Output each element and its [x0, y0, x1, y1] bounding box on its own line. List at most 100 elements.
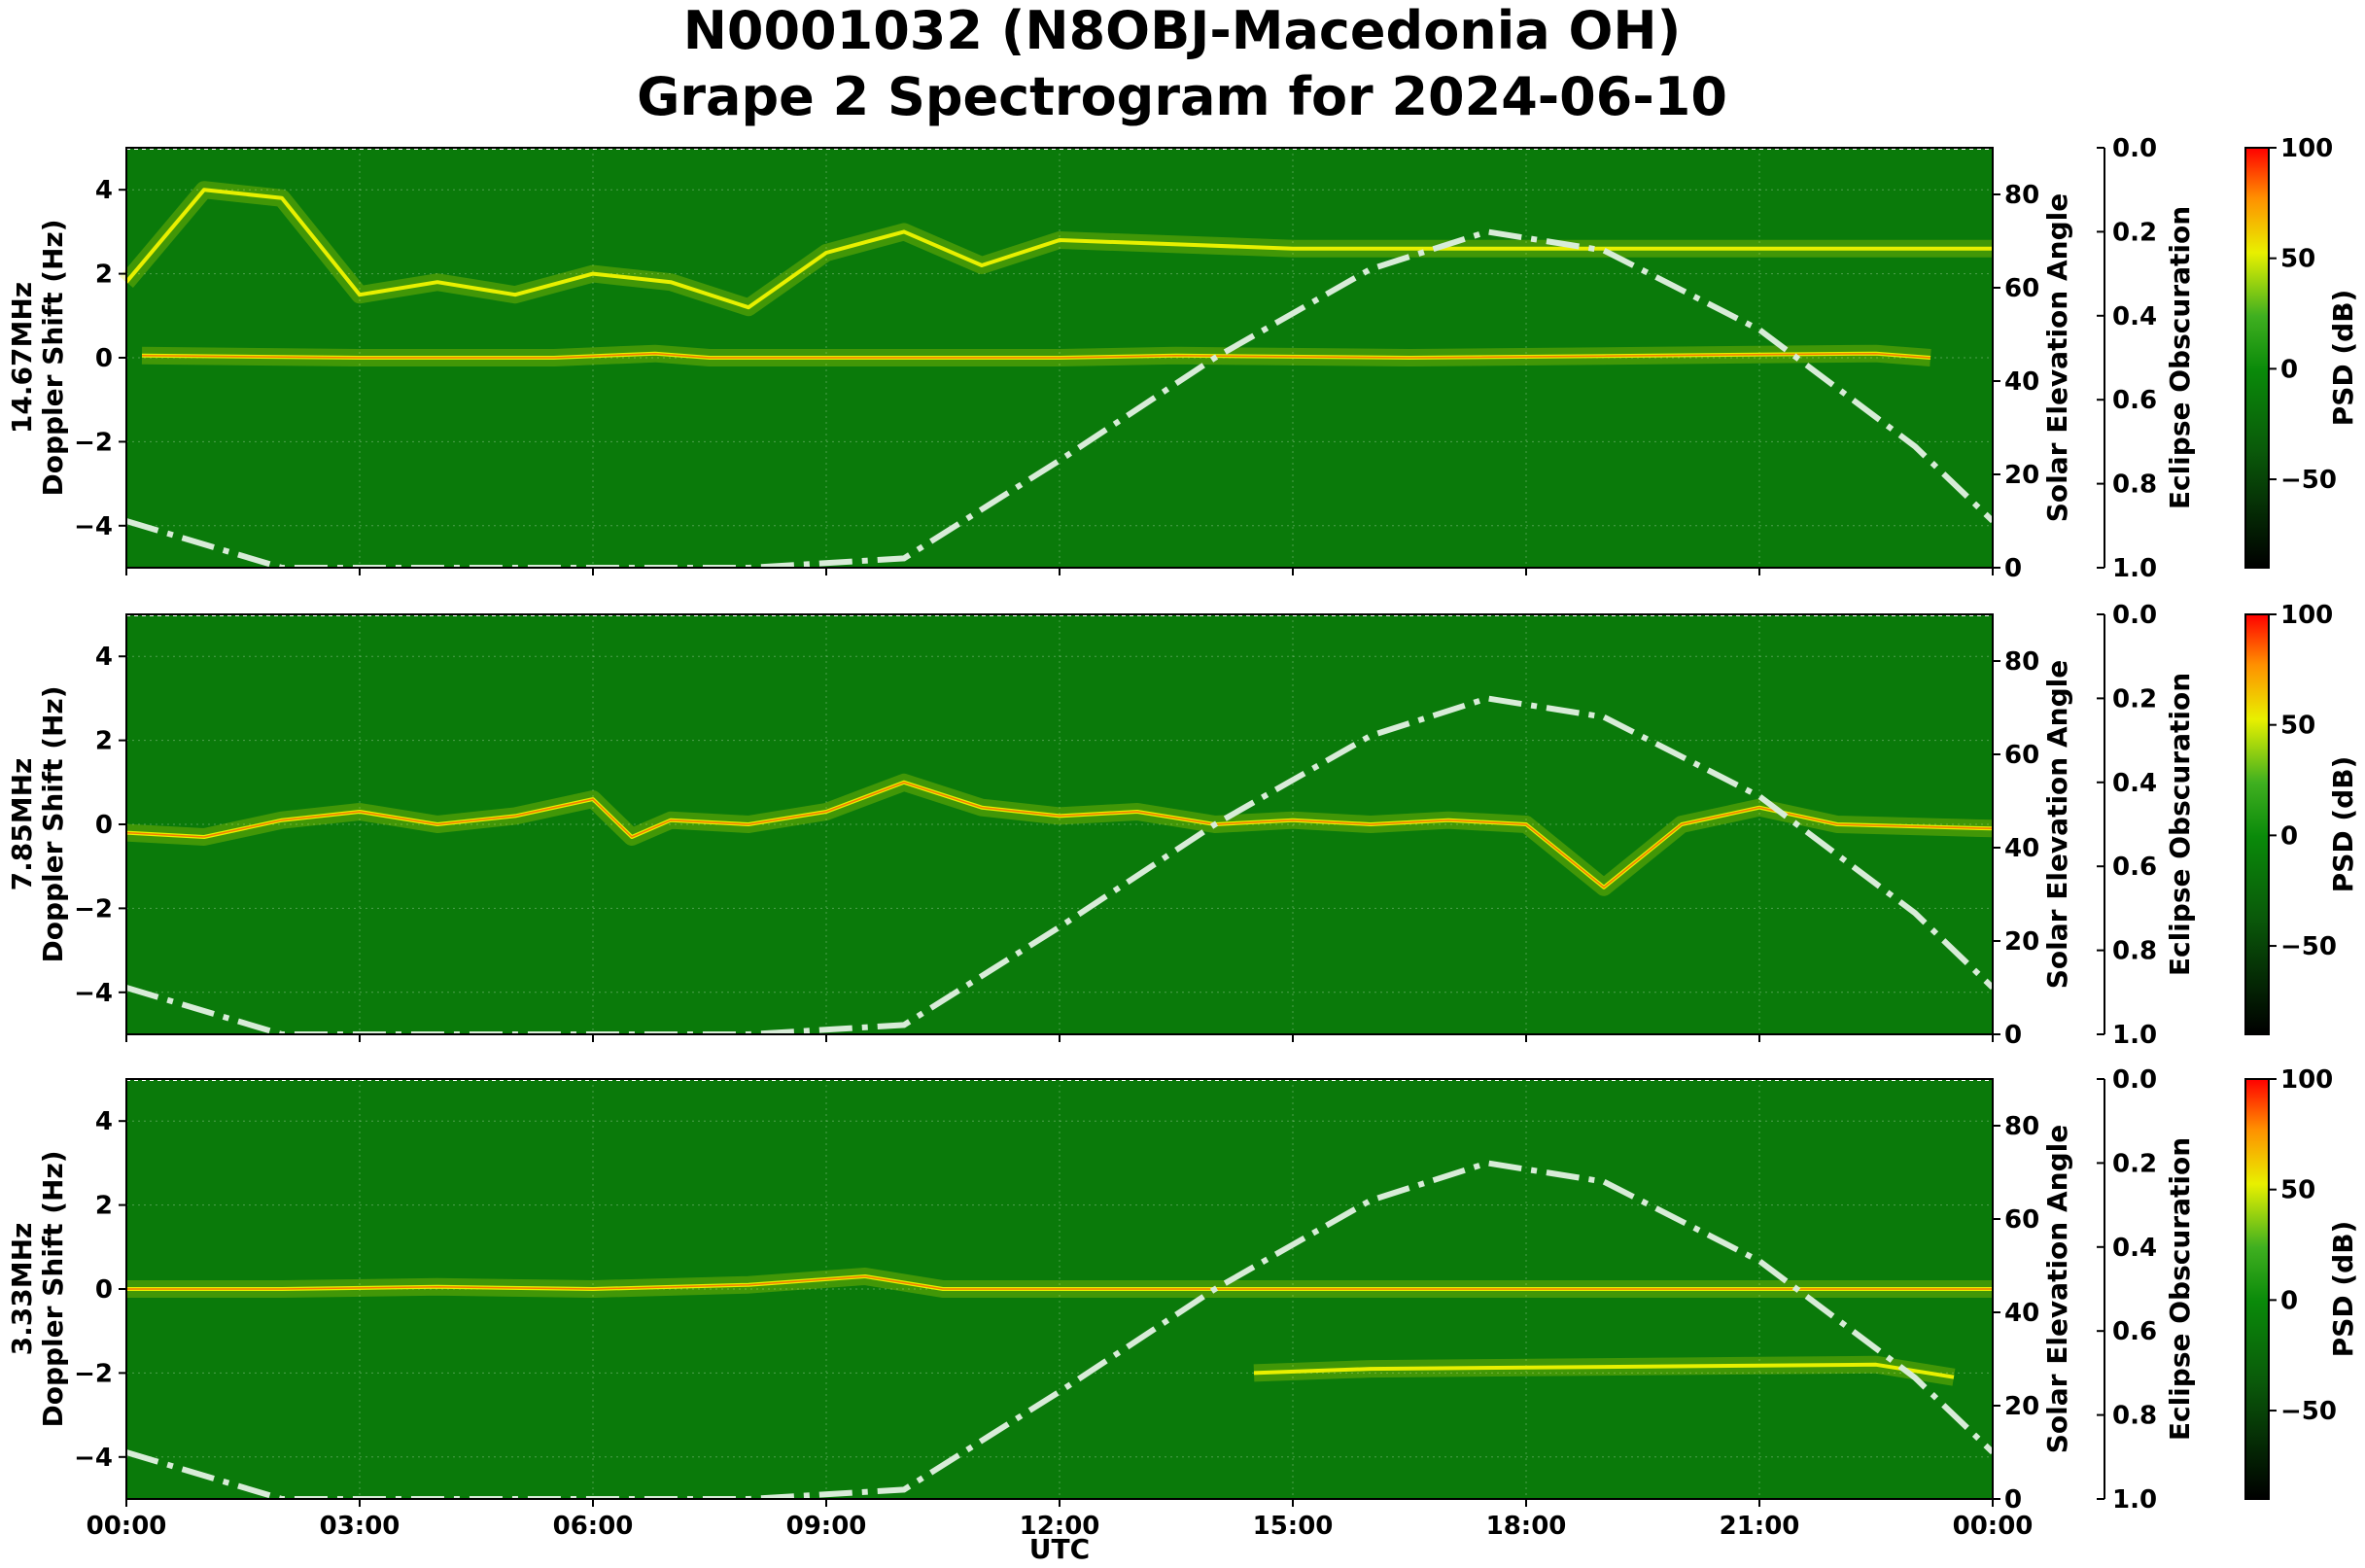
- panel-frequency-label: 7.85MHz: [6, 758, 38, 891]
- eclipse-tick-label: 0.6: [2112, 1317, 2157, 1346]
- panels: 420−2−414.67MHz Doppler Shift (Hz)8060402…: [6, 134, 2359, 1541]
- y-tick-label: −2: [74, 894, 113, 923]
- eclipse-tick-label: 1.0: [2112, 554, 2157, 583]
- colorbar-tick-label: 0: [2280, 1286, 2298, 1315]
- signal-trace-secondary: [1253, 1362, 1955, 1379]
- colorbar-tick-label: 100: [2280, 1065, 2333, 1095]
- signal-trace-peak: [125, 782, 1994, 889]
- solar-tick-label: 20: [2004, 927, 2039, 957]
- y-tick-label: −4: [74, 979, 113, 1008]
- x-tick-label: 09:00: [786, 1512, 867, 1541]
- panel-2: 420−2−43.33MHz Doppler Shift (Hz)80604020…: [6, 1065, 2359, 1541]
- y-axis-label: Doppler Shift (Hz): [37, 219, 69, 496]
- colorbar-label: PSD (dB): [2327, 290, 2359, 427]
- solar-elevation-axis-label: Solar Elevation Angle: [2041, 660, 2073, 989]
- eclipse-tick-label: 1.0: [2112, 1021, 2157, 1050]
- eclipse-tick-label: 0.4: [2112, 1234, 2157, 1263]
- eclipse-tick-label: 0.8: [2112, 1402, 2157, 1431]
- colorbar-tick-label: −50: [2280, 1397, 2337, 1426]
- colorbar-tick-label: 0: [2280, 355, 2298, 384]
- x-tick-label: 12:00: [1020, 1512, 1100, 1541]
- eclipse-tick-label: 0.6: [2112, 853, 2157, 882]
- signal-trace-peak: [141, 352, 1931, 359]
- colorbar-tick-label: −50: [2280, 932, 2337, 961]
- colorbar: [2244, 613, 2270, 1035]
- eclipse-tick-label: 0.2: [2112, 218, 2157, 247]
- title-line-1: N0001032 (N8OBJ-Macedonia OH): [683, 0, 1682, 61]
- x-tick-label: 03:00: [320, 1512, 400, 1541]
- y-tick-label: 4: [95, 643, 113, 672]
- y-tick-label: 2: [95, 1192, 113, 1221]
- eclipse-tick-label: 0.4: [2112, 302, 2157, 331]
- x-tick-label: 15:00: [1253, 1512, 1334, 1541]
- solar-tick-label: 60: [2004, 274, 2039, 303]
- solar-elevation-curve: [126, 228, 1993, 568]
- eclipse-obscuration-axis-label: Eclipse Obscuration: [2164, 1137, 2196, 1441]
- eclipse-tick-label: 0.4: [2112, 769, 2157, 798]
- eclipse-tick-label: 1.0: [2112, 1485, 2157, 1515]
- panel-0: 420−2−414.67MHz Doppler Shift (Hz)8060402…: [6, 134, 2359, 583]
- eclipse-obscuration-axis-label: Eclipse Obscuration: [2164, 673, 2196, 976]
- y-axis-label: Doppler Shift (Hz): [37, 1150, 69, 1427]
- colorbar: [2244, 147, 2270, 569]
- colorbar-tick-label: 100: [2280, 601, 2333, 630]
- eclipse-tick-label: 0.2: [2112, 684, 2157, 714]
- x-tick-label: 00:00: [87, 1512, 167, 1541]
- eclipse-tick-label: 0.8: [2112, 470, 2157, 500]
- colorbar-tick-label: 50: [2280, 245, 2315, 274]
- solar-tick-label: 0: [2004, 554, 2022, 583]
- x-axis-label: UTC: [1029, 1533, 1090, 1565]
- y-tick-label: −4: [74, 512, 113, 541]
- colorbar-tick-label: 50: [2280, 712, 2315, 741]
- solar-tick-label: 40: [2004, 834, 2039, 863]
- eclipse-tick-label: 0.0: [2112, 601, 2157, 630]
- solar-tick-label: 40: [2004, 1299, 2039, 1328]
- y-tick-label: 0: [95, 811, 113, 840]
- x-tick-label: 18:00: [1486, 1512, 1567, 1541]
- panel-frequency-label: 3.33MHz: [6, 1223, 38, 1356]
- y-tick-label: −2: [74, 1359, 113, 1388]
- y-tick-label: 2: [95, 727, 113, 756]
- colorbar-tick-label: 100: [2280, 134, 2333, 163]
- solar-tick-label: 0: [2004, 1485, 2022, 1515]
- y-tick-label: 4: [95, 1107, 113, 1136]
- solar-tick-label: 80: [2004, 647, 2039, 677]
- solar-tick-label: 80: [2004, 1112, 2039, 1141]
- title-line-2: Grape 2 Spectrogram for 2024-06-10: [637, 66, 1727, 127]
- solar-tick-label: 20: [2004, 1392, 2039, 1421]
- solar-tick-label: 60: [2004, 1205, 2039, 1235]
- colorbar-label: PSD (dB): [2327, 1221, 2359, 1358]
- eclipse-tick-label: 0.2: [2112, 1149, 2157, 1178]
- x-tick-label: 21:00: [1720, 1512, 1800, 1541]
- panel-1: 420−2−47.85MHz Doppler Shift (Hz)80604020…: [6, 601, 2359, 1050]
- solar-elevation-curve: [126, 695, 1993, 1034]
- eclipse-obscuration-axis-label: Eclipse Obscuration: [2164, 206, 2196, 509]
- colorbar-label: PSD (dB): [2327, 756, 2359, 893]
- solar-tick-label: 0: [2004, 1021, 2022, 1050]
- x-tick-label: 06:00: [553, 1512, 634, 1541]
- eclipse-tick-label: 0.0: [2112, 1065, 2157, 1095]
- colorbar: [2244, 1078, 2270, 1500]
- solar-tick-label: 60: [2004, 741, 2039, 770]
- panel-frequency-label: 14.67MHz: [6, 282, 38, 434]
- y-tick-label: −4: [74, 1444, 113, 1473]
- y-tick-label: −2: [74, 428, 113, 457]
- solar-tick-label: 20: [2004, 461, 2039, 490]
- colorbar-tick-label: 50: [2280, 1176, 2315, 1205]
- y-axis-label: Doppler Shift (Hz): [37, 685, 69, 962]
- y-tick-label: 4: [95, 176, 113, 205]
- colorbar-tick-label: 0: [2280, 821, 2298, 851]
- y-tick-label: 0: [95, 1275, 113, 1305]
- signal-trace-upper-mode: [124, 188, 1993, 310]
- eclipse-tick-label: 0.8: [2112, 937, 2157, 966]
- eclipse-tick-label: 0.0: [2112, 134, 2157, 163]
- y-tick-label: 0: [95, 344, 113, 373]
- colorbar-tick-label: −50: [2280, 466, 2337, 495]
- solar-elevation-axis-label: Solar Elevation Angle: [2041, 193, 2073, 522]
- solar-tick-label: 40: [2004, 367, 2039, 397]
- signal-trace-peak: [126, 1275, 1993, 1290]
- eclipse-tick-label: 0.6: [2112, 386, 2157, 415]
- solar-elevation-curve: [126, 1160, 1993, 1499]
- solar-elevation-axis-label: Solar Elevation Angle: [2041, 1125, 2073, 1453]
